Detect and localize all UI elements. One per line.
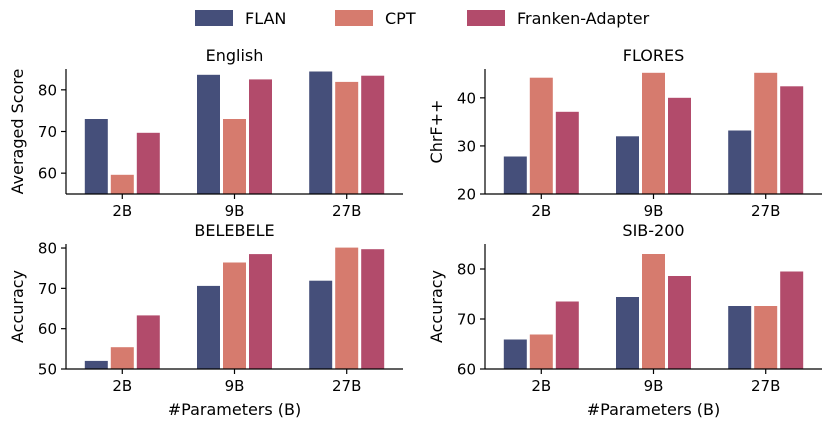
bar-cpt-27b [335,247,359,369]
y-tick-label: 70 [38,280,57,298]
bar-cpt-9b [642,72,665,194]
panel-sib-200: SIB-200 60 70 80 2B 9B 27B Accuracy #Parameters … [427,221,822,419]
bar-flan-2b [84,119,108,194]
panel-belebele: BELEBELE 50 60 70 80 2B 9B 27B Accuracy #Paramete… [8,221,403,419]
bar-cpt-9b [642,254,665,369]
bar-cpt-9b [223,262,246,369]
x-tick-label: 9B [644,377,664,395]
bar-franken-adapter-27b [780,86,804,194]
x-axis-label: #Parameters (B) [168,400,302,419]
bar-cpt-2b [529,77,553,194]
legend: FLAN CPT Franken-Adapter [195,9,650,28]
panel-title: BELEBELE [194,221,274,240]
bar-franken-adapter-9b [668,97,691,194]
y-tick-label: 80 [38,81,57,99]
bar-cpt-2b [110,174,134,194]
y-tick-label: 80 [38,240,57,258]
x-tick-label: 2B [112,377,132,395]
bar-flan-2b [84,360,108,369]
x-tick-label: 27B [332,202,361,220]
x-tick-label: 9B [644,202,664,220]
y-axis-label: Accuracy [427,270,446,343]
bar-franken-adapter-27b [361,75,385,194]
legend-item-franken-adapter: Franken-Adapter [467,9,650,28]
bar-franken-adapter-27b [780,271,804,369]
panel-title: English [206,46,264,65]
y-tick-label: 70 [38,123,57,141]
y-tick-label: 60 [457,361,476,379]
bars [503,254,804,369]
y-tick-label: 20 [457,186,476,204]
x-tick-label: 2B [531,202,551,220]
bar-flan-27b [309,71,333,194]
bar-franken-adapter-9b [668,276,691,369]
bars [503,72,804,194]
bars [84,71,385,195]
y-axis-label: Averaged Score [8,69,27,195]
bar-flan-27b [728,306,752,369]
legend-label-flan: FLAN [245,9,286,28]
y-tick-label: 60 [38,165,57,183]
y-tick-label: 30 [457,137,476,155]
bar-cpt-2b [110,347,134,369]
y-tick-label: 70 [457,311,476,329]
legend-swatch-franken-adapter [467,10,505,26]
bar-cpt-27b [335,81,359,194]
panel-title: SIB-200 [622,221,684,240]
bar-cpt-9b [223,119,246,194]
bar-flan-27b [728,130,752,194]
y-tick-label: 50 [38,361,57,379]
bar-flan-2b [503,156,527,194]
legend-label-franken-adapter: Franken-Adapter [517,9,650,28]
bar-franken-adapter-2b [136,315,160,369]
y-tick-label: 80 [457,261,476,279]
x-tick-label: 9B [225,377,245,395]
bar-cpt-27b [754,306,778,369]
bars [84,247,385,369]
y-axis-label: ChrF++ [427,100,446,164]
bar-franken-adapter-9b [249,254,272,369]
legend-swatch-flan [195,10,233,26]
y-axis-label: Accuracy [8,270,27,343]
panel-title: FLORES [623,46,685,65]
legend-label-cpt: CPT [385,9,416,28]
chart-panels: English 60 70 80 2B 9B 27B Averaged Score FLORES… [8,46,822,419]
bar-franken-adapter-27b [361,249,385,369]
panel-english: English 60 70 80 2B 9B 27B Averaged Score [8,46,403,220]
x-tick-label: 27B [751,377,780,395]
panel-flores: FLORES 20 30 40 2B 9B 27B ChrF++ [427,46,822,220]
bar-cpt-2b [529,334,553,369]
x-axis-label: #Parameters (B) [587,400,721,419]
legend-item-flan: FLAN [195,9,286,28]
x-tick-label: 2B [531,377,551,395]
bar-flan-27b [309,280,333,369]
bar-flan-2b [503,339,527,369]
x-tick-label: 9B [225,202,245,220]
x-tick-label: 27B [751,202,780,220]
legend-item-cpt: CPT [335,9,416,28]
x-tick-label: 2B [112,202,132,220]
y-tick-label: 60 [38,320,57,338]
x-tick-label: 27B [332,377,361,395]
y-tick-label: 40 [457,89,476,107]
bar-flan-9b [616,297,639,369]
bar-franken-adapter-9b [249,79,272,194]
legend-swatch-cpt [335,10,373,26]
bar-franken-adapter-2b [555,301,579,369]
bar-franken-adapter-2b [136,132,160,195]
bar-flan-9b [197,285,220,369]
bar-franken-adapter-2b [555,111,579,194]
bar-cpt-27b [754,72,778,194]
bar-flan-9b [616,136,639,194]
bar-flan-9b [197,74,220,194]
